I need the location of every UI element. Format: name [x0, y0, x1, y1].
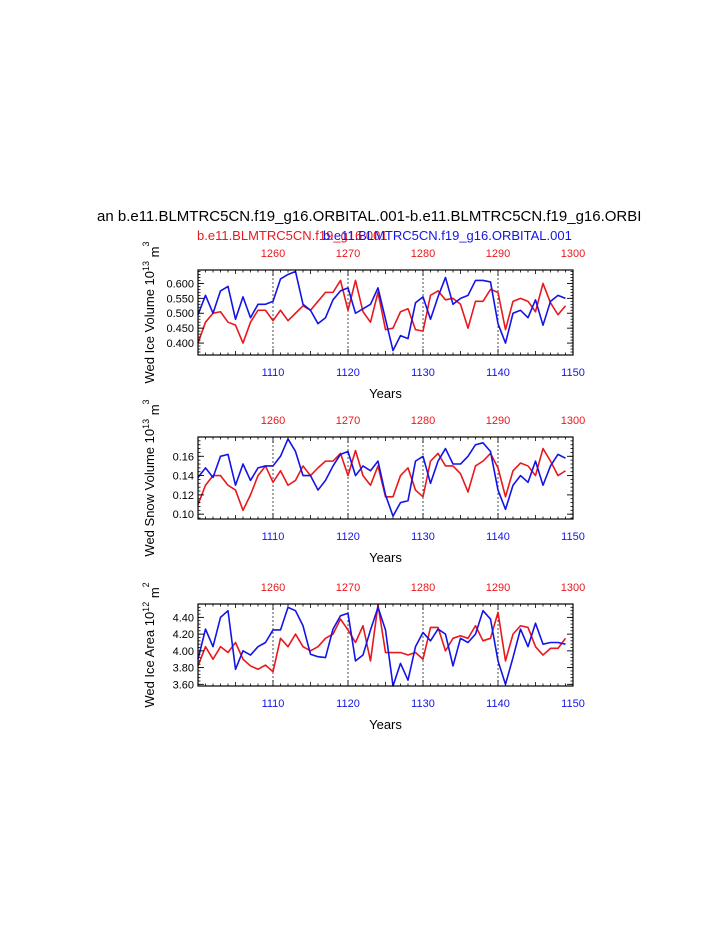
x-tick-label-top: 1300 [561, 582, 585, 594]
y-tick-label: 3.80 [173, 663, 194, 675]
y-axis-label: Wed Ice Volume 1013 m3 [141, 242, 162, 384]
y-tick-label: 4.40 [173, 612, 194, 624]
x-tick-label-top: 1290 [486, 248, 510, 260]
y-axis-label: Wed Ice Area 1012 m2 [141, 582, 162, 707]
x-tick-label-top: 1290 [486, 415, 510, 427]
x-tick-label-bottom: 1140 [486, 367, 510, 379]
y-tick-label: 0.10 [173, 509, 194, 521]
x-tick-label-bottom: 1110 [262, 367, 285, 379]
x-tick-label-top: 1270 [336, 415, 360, 427]
x-tick-label-top: 1280 [411, 415, 435, 427]
x-axis-label: Years [369, 386, 402, 401]
y-tick-label: 3.60 [173, 679, 194, 691]
x-tick-label-top: 1260 [261, 582, 285, 594]
x-tick-label-bottom: 1120 [336, 531, 360, 543]
x-tick-label-bottom: 1110 [262, 698, 285, 710]
series-line-bottom [197, 270, 566, 352]
x-tick-label-bottom: 1150 [561, 531, 585, 543]
x-tick-label-top: 1280 [411, 248, 435, 260]
series-line-top [197, 279, 567, 344]
legend-label-blue: b.e11.BLMTRC5CN.f19_g16.ORBITAL.001 [323, 228, 572, 243]
x-tick-label-top: 1300 [561, 415, 585, 427]
x-tick-label-bottom: 1120 [336, 698, 360, 710]
x-tick-label-bottom: 1120 [336, 367, 360, 379]
x-tick-label-bottom: 1130 [411, 698, 435, 710]
x-tick-label-bottom: 1110 [262, 531, 285, 543]
y-tick-label: 0.500 [166, 308, 194, 320]
x-axis-label: Years [369, 717, 402, 732]
panel-3: 1110 1120 1130 1140 1150 1260 1270 1280 1290 1300… [141, 582, 585, 732]
y-tick-label: 0.14 [173, 471, 194, 483]
x-tick-label-top: 1270 [336, 582, 360, 594]
x-tick-label-top: 1280 [411, 582, 435, 594]
x-tick-label-bottom: 1140 [486, 531, 510, 543]
y-tick-label: 0.12 [173, 490, 194, 502]
series-line-bottom [197, 438, 566, 517]
y-tick-label: 0.400 [166, 338, 194, 350]
x-tick-label-top: 1270 [336, 248, 360, 260]
y-tick-label: 0.600 [166, 278, 194, 290]
x-axis-label: Years [369, 550, 402, 565]
y-tick-label: 0.550 [166, 293, 194, 305]
y-tick-label: 0.16 [173, 451, 194, 463]
x-tick-label-top: 1300 [561, 248, 585, 260]
series-line-top [197, 604, 567, 673]
x-tick-label-top: 1260 [261, 248, 285, 260]
x-tick-label-bottom: 1130 [411, 531, 435, 543]
x-tick-label-top: 1260 [261, 415, 285, 427]
x-tick-label-bottom: 1150 [561, 698, 585, 710]
y-tick-label: 0.450 [166, 323, 194, 335]
x-tick-label-bottom: 1140 [486, 698, 510, 710]
panel-2: 1110 1120 1130 1140 1150 1260 1270 1280 1290 1300… [141, 399, 585, 565]
panel-1: 1110 1120 1130 1140 1150 1260 1270 1280 1290 1300… [141, 242, 585, 401]
legend-label-red: b.e11.BLMTRC5CN.f19_g16.001 [197, 228, 388, 243]
y-axis-label: Wed Snow Volume 1013 m3 [141, 399, 162, 556]
y-tick-label: 4.00 [173, 646, 194, 658]
x-tick-label-top: 1290 [486, 582, 510, 594]
figure-title: an b.e11.BLMTRC5CN.f19_g16.ORBITAL.001-b… [97, 208, 641, 225]
x-tick-label-bottom: 1150 [561, 367, 585, 379]
x-tick-label-bottom: 1130 [411, 367, 435, 379]
series-line-bottom [197, 606, 566, 687]
y-tick-label: 4.20 [173, 629, 194, 641]
chart-panels: 1110 1120 1130 1140 1150 1260 1270 1280 1290 1300… [141, 242, 585, 732]
